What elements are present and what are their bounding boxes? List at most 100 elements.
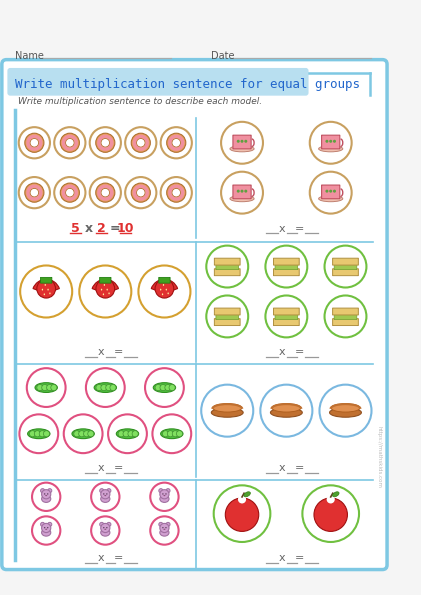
FancyBboxPatch shape	[100, 277, 111, 283]
Circle shape	[139, 265, 190, 318]
Circle shape	[106, 493, 107, 494]
Circle shape	[162, 527, 164, 528]
Circle shape	[79, 265, 131, 318]
Ellipse shape	[163, 529, 165, 530]
Circle shape	[32, 516, 60, 544]
Circle shape	[51, 384, 57, 391]
Circle shape	[19, 414, 58, 453]
Circle shape	[329, 140, 332, 143]
Ellipse shape	[333, 492, 339, 497]
Text: x: x	[97, 463, 104, 473]
Circle shape	[237, 190, 240, 193]
FancyBboxPatch shape	[214, 308, 240, 315]
FancyBboxPatch shape	[274, 308, 299, 315]
Circle shape	[161, 127, 192, 158]
Ellipse shape	[45, 284, 46, 286]
Circle shape	[108, 414, 147, 453]
Text: =: =	[109, 222, 120, 235]
FancyBboxPatch shape	[8, 68, 309, 96]
Circle shape	[64, 414, 103, 453]
Text: Name: Name	[15, 51, 44, 61]
Circle shape	[314, 498, 347, 531]
Ellipse shape	[168, 292, 169, 295]
Circle shape	[329, 190, 332, 193]
FancyBboxPatch shape	[214, 319, 240, 325]
FancyBboxPatch shape	[274, 319, 299, 325]
Circle shape	[88, 431, 94, 437]
Ellipse shape	[101, 529, 110, 536]
Circle shape	[40, 522, 45, 527]
Circle shape	[333, 190, 336, 193]
FancyBboxPatch shape	[275, 314, 298, 320]
Text: =: =	[114, 553, 123, 563]
Circle shape	[106, 527, 107, 528]
Circle shape	[39, 431, 45, 437]
Text: =: =	[295, 347, 304, 358]
Circle shape	[86, 368, 125, 407]
Ellipse shape	[28, 429, 50, 439]
Circle shape	[47, 527, 48, 528]
Wedge shape	[168, 134, 184, 151]
Circle shape	[118, 431, 124, 437]
Circle shape	[206, 246, 248, 287]
Circle shape	[110, 384, 116, 391]
Circle shape	[32, 483, 60, 511]
Wedge shape	[97, 134, 113, 151]
Ellipse shape	[116, 429, 139, 439]
Circle shape	[101, 189, 109, 197]
Circle shape	[107, 488, 111, 493]
Text: 5: 5	[72, 222, 80, 235]
Ellipse shape	[230, 196, 254, 202]
Ellipse shape	[161, 429, 183, 439]
Ellipse shape	[104, 529, 107, 530]
Ellipse shape	[319, 196, 343, 202]
Wedge shape	[33, 279, 59, 293]
FancyBboxPatch shape	[333, 308, 358, 315]
Circle shape	[37, 384, 43, 391]
Circle shape	[136, 189, 145, 197]
Circle shape	[240, 140, 243, 143]
Text: =: =	[295, 224, 304, 234]
Circle shape	[42, 384, 48, 391]
FancyBboxPatch shape	[275, 264, 298, 270]
Ellipse shape	[330, 408, 361, 417]
Circle shape	[123, 431, 129, 437]
Circle shape	[167, 133, 186, 152]
Wedge shape	[62, 134, 78, 151]
Circle shape	[83, 431, 90, 437]
Ellipse shape	[48, 289, 49, 290]
Wedge shape	[26, 184, 43, 201]
Circle shape	[165, 527, 167, 528]
FancyBboxPatch shape	[214, 258, 240, 265]
Circle shape	[100, 488, 104, 493]
Circle shape	[79, 431, 85, 437]
Circle shape	[310, 172, 352, 214]
Circle shape	[101, 139, 109, 147]
Text: =: =	[114, 347, 123, 358]
Circle shape	[25, 133, 44, 152]
Circle shape	[310, 122, 352, 164]
FancyBboxPatch shape	[40, 277, 52, 283]
Circle shape	[90, 127, 121, 158]
Circle shape	[37, 279, 56, 298]
Circle shape	[43, 431, 50, 437]
Ellipse shape	[44, 293, 45, 295]
Ellipse shape	[45, 495, 47, 496]
Circle shape	[155, 384, 161, 391]
Circle shape	[107, 522, 111, 527]
Circle shape	[66, 139, 74, 147]
Circle shape	[145, 368, 184, 407]
FancyBboxPatch shape	[159, 277, 170, 283]
Ellipse shape	[108, 292, 110, 295]
Circle shape	[160, 384, 166, 391]
Circle shape	[166, 522, 170, 527]
Wedge shape	[151, 279, 178, 293]
Ellipse shape	[230, 146, 254, 152]
Circle shape	[160, 490, 169, 499]
Text: x: x	[97, 553, 104, 563]
Circle shape	[166, 488, 170, 493]
Circle shape	[90, 177, 121, 208]
Text: =: =	[295, 553, 304, 563]
Text: Write multiplication sentence to describe each model.: Write multiplication sentence to describ…	[19, 97, 263, 106]
Circle shape	[47, 493, 48, 494]
